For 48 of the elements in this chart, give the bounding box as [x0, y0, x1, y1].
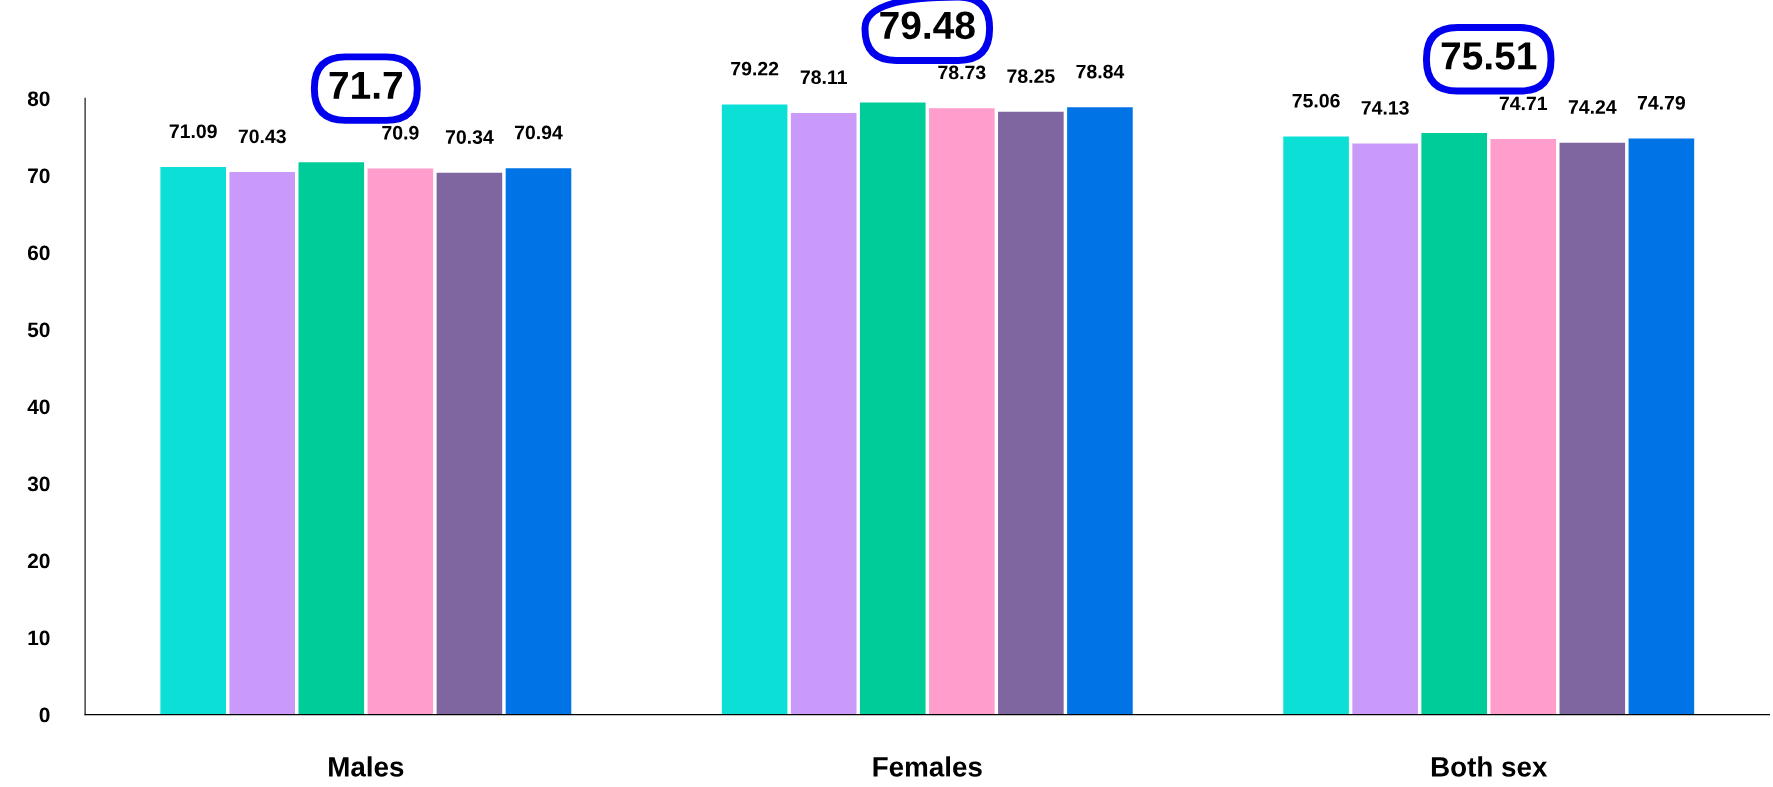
bar: [1067, 107, 1133, 715]
data-label: 70.34: [445, 130, 494, 144]
data-label: 74.79: [1637, 95, 1685, 110]
bar: [1628, 138, 1695, 715]
bar: [367, 168, 434, 715]
y-tick-label: 40: [27, 399, 50, 415]
bar: [998, 111, 1064, 715]
data-label: 78.25: [1007, 69, 1055, 84]
y-tick-label: 0: [39, 707, 50, 723]
bar: [929, 108, 995, 715]
y-tick-label: 20: [27, 553, 50, 569]
bar: [505, 168, 572, 715]
y-tick-label: 70: [28, 168, 50, 184]
bar: [1283, 136, 1349, 715]
data-label: 71.09: [169, 124, 217, 139]
annotation: 75.51: [1441, 42, 1537, 70]
y-tick-label: 30: [27, 476, 50, 492]
y-tick-label: 60: [27, 245, 50, 261]
x-tick-label: Both sex: [1431, 756, 1548, 777]
bar: [160, 167, 226, 715]
y-tick-label: 50: [27, 322, 50, 338]
data-label: 75.06: [1292, 93, 1340, 108]
data-label: 70.9: [382, 125, 419, 140]
data-label: 78.11: [800, 70, 847, 85]
data-label: 74.13: [1361, 100, 1409, 115]
bar: [1490, 139, 1557, 715]
y-tick-label: 80: [27, 91, 50, 107]
bar: [1352, 143, 1418, 715]
data-label: 70.94: [514, 125, 563, 140]
annotation: 79.48: [880, 11, 975, 40]
x-tick-label: Females: [873, 756, 982, 777]
data-label: 74.24: [1568, 100, 1617, 114]
bar: [721, 104, 788, 715]
bar: [229, 172, 296, 715]
y-tick-label: 10: [28, 630, 50, 646]
data-label: 78.84: [1076, 64, 1125, 79]
x-tick-label: Males: [329, 756, 404, 777]
bar: [298, 162, 365, 715]
bar: [790, 112, 857, 715]
annotation: 71.7: [329, 71, 402, 99]
bar: [1559, 142, 1626, 715]
bar: [859, 102, 926, 715]
data-label: 70.43: [238, 129, 286, 144]
bar: [1421, 132, 1487, 715]
data-label: 74.71: [1499, 96, 1548, 111]
data-label: 79.22: [731, 61, 779, 76]
bar: [436, 172, 503, 715]
data-label: 78.73: [938, 65, 986, 80]
